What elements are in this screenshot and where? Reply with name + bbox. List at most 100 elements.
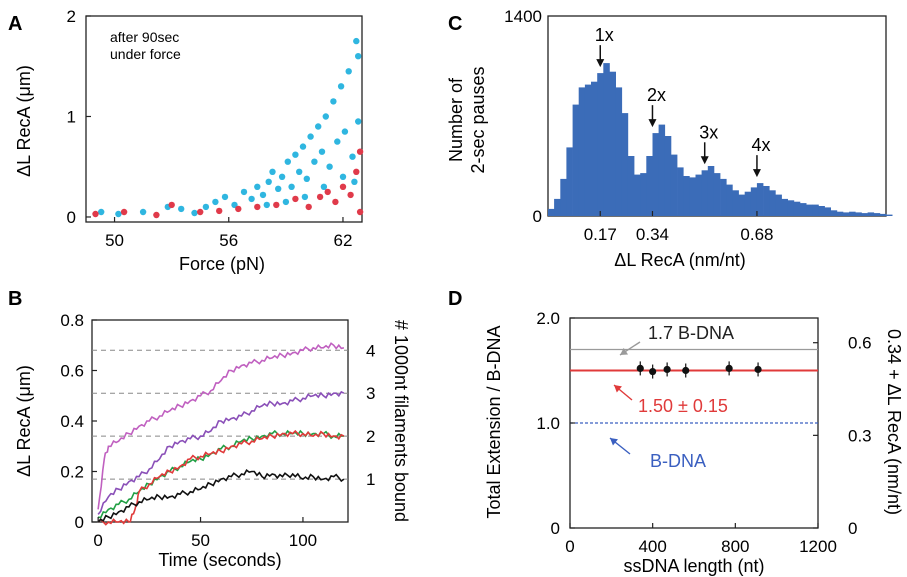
panel-b-ticks: 0 50 100 0 0.2 0.4 0.6 0.8 1 2 3 4 — [60, 311, 375, 550]
panel-a-point — [139, 208, 147, 216]
panel-b-right-tick-label: 3 — [366, 384, 375, 403]
panel-a-point — [324, 188, 331, 196]
panel-a-point — [345, 68, 352, 75]
panel-c-y-axis-label-line2: 2-sec pauses — [468, 66, 488, 173]
panel-a-point — [355, 53, 362, 60]
panel-a-point — [347, 191, 354, 199]
panel-d-right-tick-label: 0.6 — [848, 334, 872, 353]
panel-c-bar — [621, 113, 629, 216]
panel-c-y-tick-label: 1400 — [504, 7, 542, 26]
panel-a-point — [197, 208, 204, 216]
panel-a-point — [259, 191, 267, 199]
panel-d-x-tick-label: 0 — [565, 537, 574, 556]
panel-a-point — [284, 158, 291, 165]
panel-a-point — [320, 183, 328, 190]
panel-c-bar — [720, 178, 727, 216]
panel-c-bar — [572, 104, 580, 216]
panel-c-bar — [830, 210, 838, 216]
panel-b-right-axis-label: # 1000nt filaments bound — [391, 320, 411, 522]
panel-a-x-tick-label: 62 — [334, 231, 353, 250]
panel-c-bar — [879, 213, 887, 216]
panel-c-bar — [701, 170, 709, 216]
panel-a-point — [248, 195, 255, 203]
panel-a-point — [216, 207, 223, 215]
panel-a-point — [278, 173, 286, 180]
panel-b-right-tick-label: 4 — [366, 341, 375, 360]
panel-c-bar — [873, 213, 881, 216]
panel-a-point — [334, 138, 341, 145]
panel-a-point — [269, 168, 276, 175]
panel-c-bar — [793, 201, 801, 216]
panel-a-point — [153, 211, 160, 219]
panel-b-series — [97, 342, 345, 526]
panel-c-bar — [683, 176, 690, 216]
panel-c-bar — [658, 124, 666, 216]
panel-d-y-axis-label: Total Extension / B-DNA — [484, 325, 504, 518]
panel-a-point — [92, 210, 99, 218]
panel-c-x-tick-label: 0.17 — [584, 225, 617, 244]
panel-d-x-tick-label: 800 — [721, 537, 749, 556]
panel-a-annotation-line1: after 90sec — [110, 29, 179, 45]
panel-c-bar — [726, 184, 733, 216]
panel-a-point — [349, 153, 356, 160]
panel-a-point — [299, 143, 307, 150]
panel-a-point — [98, 208, 105, 216]
panel-a-point — [307, 133, 314, 140]
panel-d-scatter: 1.7 B-DNA 1.50 ± 0.15 B-DNA 0 400 800 1200 0 1.… — [484, 309, 904, 576]
panel-c-bar — [775, 194, 782, 216]
panel-a-point — [305, 203, 312, 211]
panel-c-bar — [824, 207, 831, 216]
panel-d-point — [663, 365, 671, 374]
panel-c-bar — [713, 173, 721, 216]
panel-d-x-tick-label: 400 — [638, 537, 666, 556]
panel-a-points — [92, 37, 364, 219]
panel-b-y-tick-label: 0.4 — [60, 412, 84, 431]
panel-d-line-label: 1.7 B-DNA — [648, 323, 734, 343]
panel-d-point — [754, 365, 762, 374]
panel-a-point — [316, 193, 324, 201]
panel-c-peak-arrowhead — [648, 119, 657, 128]
panel-a-point — [322, 113, 329, 120]
panel-c-peak-label: 3x — [699, 122, 718, 142]
panel-label-c: C — [448, 13, 462, 35]
panel-a-frame — [85, 15, 363, 223]
panel-a-y-tick-label: 0 — [67, 208, 76, 227]
panel-d-point — [725, 364, 733, 372]
panel-b-y-tick-label: 0 — [75, 513, 84, 532]
panel-c-bar — [554, 198, 561, 216]
panel-a-x-axis-label: Force (pN) — [179, 254, 265, 274]
panel-a-point — [292, 195, 299, 203]
panel-d-point — [649, 367, 657, 376]
panel-a-y-axis-label: ΔL RecA (μm) — [14, 65, 34, 177]
panel-a-point — [303, 175, 310, 182]
panel-c-bar — [707, 166, 715, 216]
panel-a-point — [330, 98, 337, 105]
panel-a-point — [356, 148, 364, 155]
panel-a-point — [288, 183, 295, 190]
panel-c-peak-arrowhead — [700, 156, 709, 165]
panel-c-bar — [677, 167, 684, 216]
panel-a-point — [120, 208, 128, 216]
panel-a-point — [318, 148, 326, 155]
panel-a-point — [292, 151, 299, 158]
panel-a-x-tick-label: 56 — [219, 231, 238, 250]
panel-c-y-axis-label-line1: Number of — [446, 77, 466, 162]
panel-c-peak-labels: 1x 2x 3x 4x — [595, 25, 770, 178]
panel-c-bar — [664, 136, 672, 216]
panel-b-right-tick-label: 2 — [366, 427, 375, 446]
panel-c-bar — [738, 194, 745, 216]
panel-a-point — [221, 193, 229, 201]
panel-a-point — [202, 203, 210, 211]
panel-a-point — [263, 201, 270, 209]
panel-a-point — [178, 205, 185, 213]
panel-a-point — [240, 188, 248, 196]
panel-c-bar — [763, 186, 770, 216]
panel-a-point — [115, 210, 122, 218]
panel-a-point — [311, 158, 318, 165]
panel-a-point — [355, 118, 362, 125]
panel-a-point — [273, 201, 280, 209]
panel-a-point — [326, 163, 333, 170]
panel-c-bar — [646, 156, 653, 216]
panel-a-point — [212, 198, 219, 206]
panel-label-a: A — [8, 13, 22, 35]
